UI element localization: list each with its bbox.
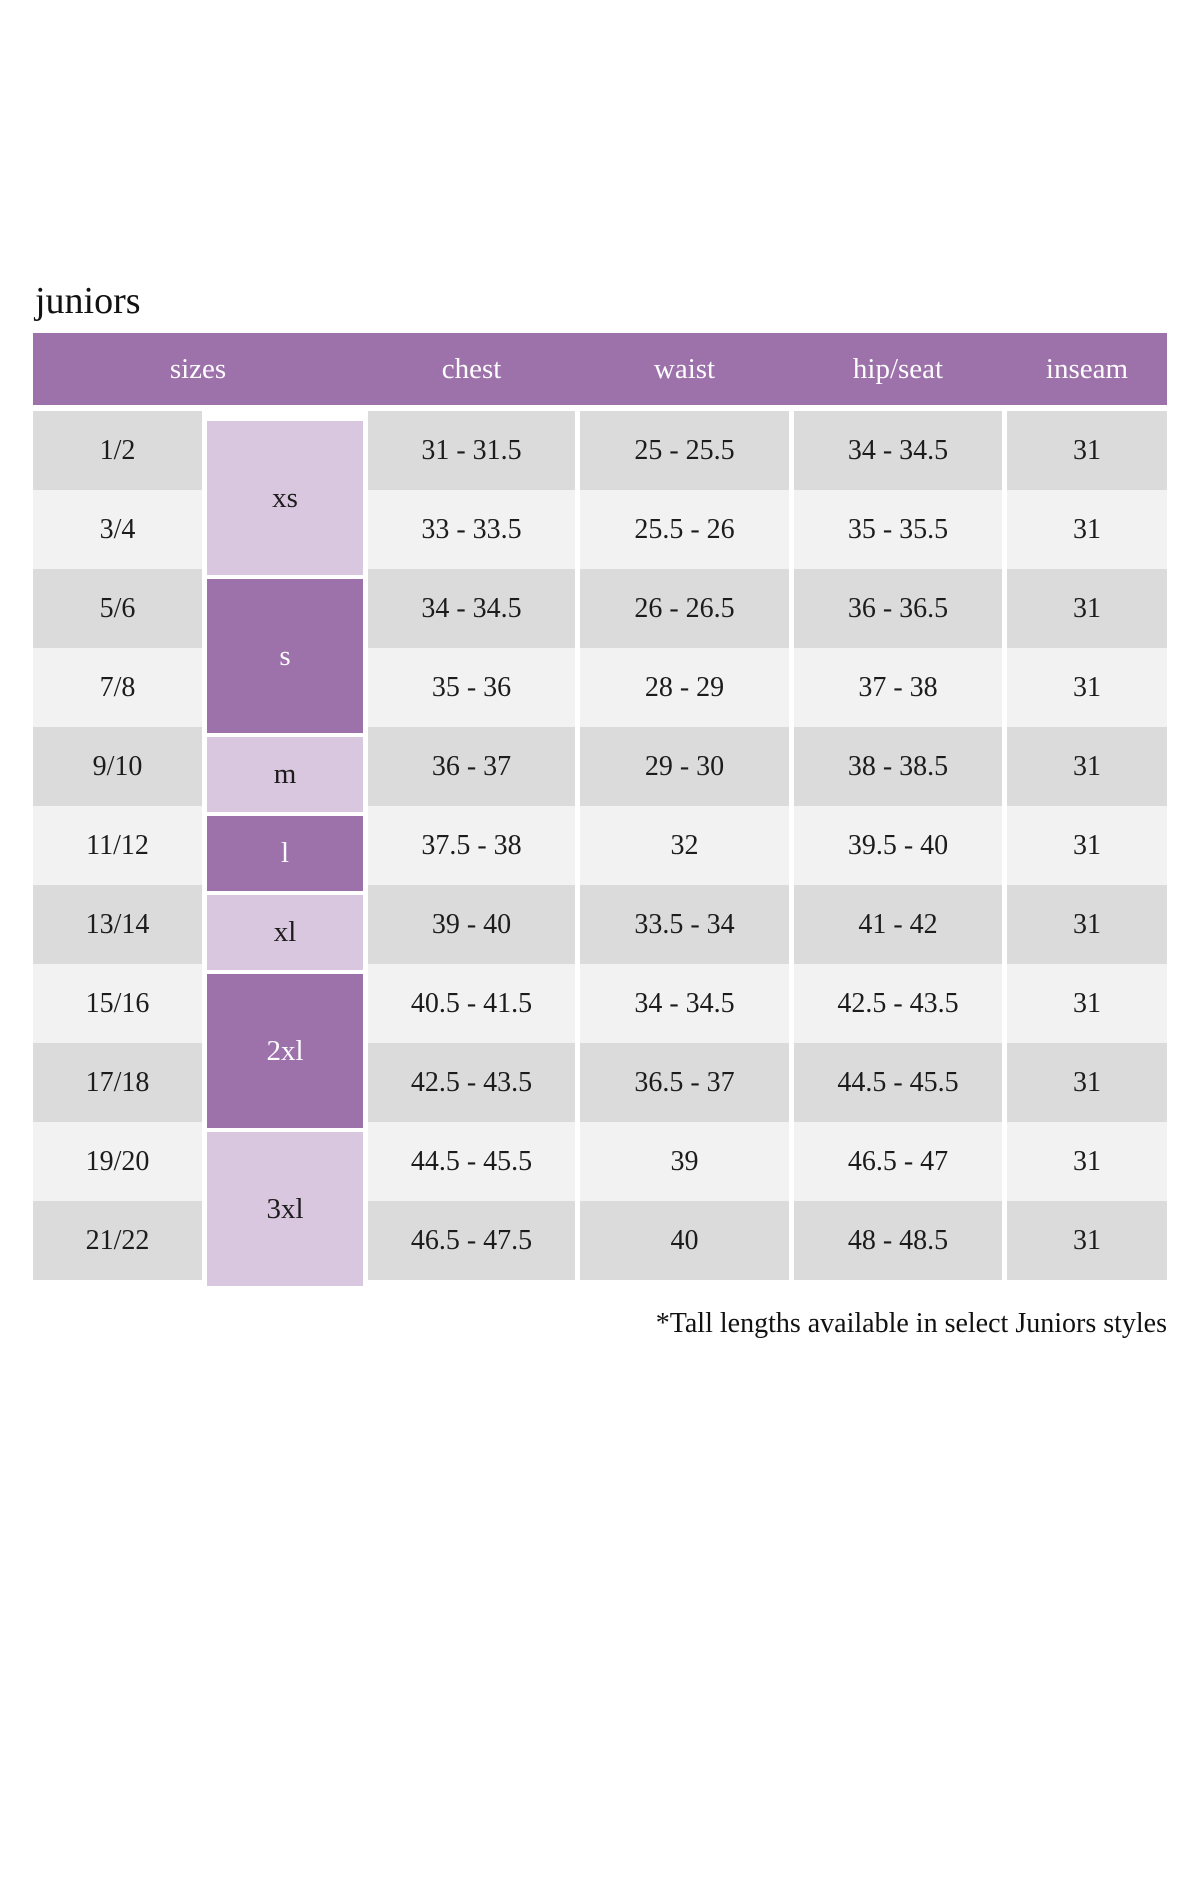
size-group-s: s (207, 579, 363, 733)
hip-seat-cell: 42.5 - 43.5 (794, 964, 1002, 1043)
size-cell: 21/22 (33, 1201, 202, 1280)
waist-cell: 28 - 29 (580, 648, 789, 727)
inseam-cell: 31 (1007, 490, 1167, 569)
chest-cell: 35 - 36 (368, 648, 575, 727)
size-cell: 11/12 (33, 806, 202, 885)
column-header-waist: waist (653, 352, 716, 385)
hip-seat-cell: 36 - 36.5 (794, 569, 1002, 648)
chest-cell: 37.5 - 38 (368, 806, 575, 885)
hip-seat-cell: 39.5 - 40 (794, 806, 1002, 885)
column-header-sizes: sizes (169, 352, 227, 385)
table-row: 21/22 46.5 - 47.5 40 48 - 48.5 31 (33, 1201, 1167, 1280)
inseam-cell: 31 (1007, 1122, 1167, 1201)
size-group-xs: xs (207, 421, 363, 575)
inseam-cell: 31 (1007, 569, 1167, 648)
size-cell: 3/4 (33, 490, 202, 569)
waist-cell: 32 (580, 806, 789, 885)
waist-cell: 26 - 26.5 (580, 569, 789, 648)
column-header-hip-seat: hip/seat (852, 352, 944, 385)
waist-cell: 40 (580, 1201, 789, 1280)
chest-cell: 33 - 33.5 (368, 490, 575, 569)
table-row: 1/2 31 - 31.5 25 - 25.5 34 - 34.5 31 (33, 411, 1167, 490)
size-cell: 1/2 (33, 411, 202, 490)
inseam-cell: 31 (1007, 964, 1167, 1043)
inseam-cell: 31 (1007, 885, 1167, 964)
hip-seat-cell: 41 - 42 (794, 885, 1002, 964)
waist-cell: 39 (580, 1122, 789, 1201)
table-row: 19/20 44.5 - 45.5 39 46.5 - 47 31 (33, 1122, 1167, 1201)
table-body: 1/2 31 - 31.5 25 - 25.5 34 - 34.5 31 3/4… (33, 411, 1167, 1286)
table-row: 9/10 36 - 37 29 - 30 38 - 38.5 31 (33, 727, 1167, 806)
size-cell: 17/18 (33, 1043, 202, 1122)
inseam-cell: 31 (1007, 648, 1167, 727)
chest-cell: 36 - 37 (368, 727, 575, 806)
size-chart-page: juniors sizes chest waist hip/seat insea… (0, 282, 1200, 1340)
size-group-m: m (207, 737, 363, 812)
chest-cell: 40.5 - 41.5 (368, 964, 575, 1043)
hip-seat-cell: 44.5 - 45.5 (794, 1043, 1002, 1122)
hip-seat-cell: 48 - 48.5 (794, 1201, 1002, 1280)
waist-cell: 29 - 30 (580, 727, 789, 806)
size-group-2xl: 2xl (207, 974, 363, 1128)
waist-cell: 25 - 25.5 (580, 411, 789, 490)
hip-seat-cell: 46.5 - 47 (794, 1122, 1002, 1201)
inseam-cell: 31 (1007, 1201, 1167, 1280)
chest-cell: 34 - 34.5 (368, 569, 575, 648)
table-row: 17/18 42.5 - 43.5 36.5 - 37 44.5 - 45.5 … (33, 1043, 1167, 1122)
juniors-size-table: sizes chest waist hip/seat inseam 1/2 31… (33, 333, 1167, 1286)
hip-seat-cell: 34 - 34.5 (794, 411, 1002, 490)
size-cell: 19/20 (33, 1122, 202, 1201)
waist-cell: 33.5 - 34 (580, 885, 789, 964)
table-row: 5/6 34 - 34.5 26 - 26.5 36 - 36.5 31 (33, 569, 1167, 648)
waist-cell: 34 - 34.5 (580, 964, 789, 1043)
size-cell: 13/14 (33, 885, 202, 964)
footnote: *Tall lengths available in select Junior… (655, 1308, 1167, 1339)
chest-cell: 42.5 - 43.5 (368, 1043, 575, 1122)
table-row: 15/16 40.5 - 41.5 34 - 34.5 42.5 - 43.5 … (33, 964, 1167, 1043)
hip-seat-cell: 37 - 38 (794, 648, 1002, 727)
inseam-cell: 31 (1007, 806, 1167, 885)
column-header-inseam: inseam (1045, 352, 1129, 385)
size-group-l: l (207, 816, 363, 891)
table-row: 13/14 39 - 40 33.5 - 34 41 - 42 31 (33, 885, 1167, 964)
page-title: juniors (35, 280, 141, 322)
inseam-cell: 31 (1007, 1043, 1167, 1122)
chest-cell: 39 - 40 (368, 885, 575, 964)
hip-seat-cell: 35 - 35.5 (794, 490, 1002, 569)
size-group-3xl: 3xl (207, 1132, 363, 1286)
table-header-row: sizes chest waist hip/seat inseam (33, 333, 1167, 405)
size-cell: 15/16 (33, 964, 202, 1043)
chest-cell: 31 - 31.5 (368, 411, 575, 490)
table-row: 11/12 37.5 - 38 32 39.5 - 40 31 (33, 806, 1167, 885)
size-cell: 7/8 (33, 648, 202, 727)
table-row: 7/8 35 - 36 28 - 29 37 - 38 31 (33, 648, 1167, 727)
inseam-cell: 31 (1007, 727, 1167, 806)
waist-cell: 25.5 - 26 (580, 490, 789, 569)
table-row: 3/4 33 - 33.5 25.5 - 26 35 - 35.5 31 (33, 490, 1167, 569)
waist-cell: 36.5 - 37 (580, 1043, 789, 1122)
chest-cell: 46.5 - 47.5 (368, 1201, 575, 1280)
size-group-xl: xl (207, 895, 363, 970)
inseam-cell: 31 (1007, 411, 1167, 490)
size-cell: 9/10 (33, 727, 202, 806)
chest-cell: 44.5 - 45.5 (368, 1122, 575, 1201)
hip-seat-cell: 38 - 38.5 (794, 727, 1002, 806)
column-header-chest: chest (441, 352, 502, 385)
size-cell: 5/6 (33, 569, 202, 648)
